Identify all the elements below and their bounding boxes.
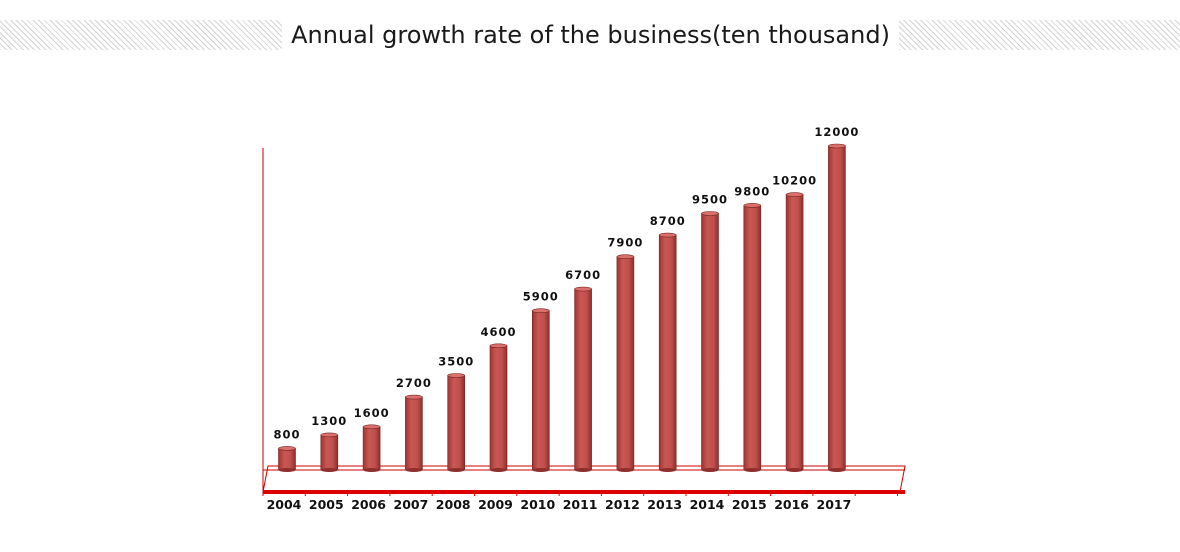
x-tick-label: 2017 (817, 497, 852, 512)
bar-top (743, 203, 762, 208)
x-tick-label: 2012 (605, 497, 640, 512)
data-label: 800 (273, 427, 300, 441)
bar-base (447, 468, 465, 472)
bar-body (785, 194, 804, 471)
data-label: 6700 (565, 268, 601, 282)
bar-body (278, 448, 296, 471)
data-label: 4600 (480, 325, 516, 339)
bar-top (531, 308, 550, 314)
bar (574, 286, 592, 472)
bar (828, 143, 846, 472)
bar-base (828, 468, 846, 472)
data-label: 1600 (354, 406, 390, 420)
bar (658, 232, 677, 472)
data-label: 5900 (523, 290, 559, 304)
x-tick-label: 2014 (690, 497, 725, 512)
bar-top (785, 192, 804, 197)
bar-top (658, 232, 677, 238)
bar-top (405, 394, 423, 400)
title-decoration-left (0, 20, 282, 50)
bar-base (743, 468, 761, 472)
bar-base (574, 468, 592, 472)
title-decoration-right (899, 20, 1180, 50)
data-label: 9500 (692, 193, 728, 207)
bar-base (363, 468, 381, 472)
bar-base (616, 468, 634, 472)
x-axis-line (263, 490, 905, 494)
bar-base (532, 468, 550, 472)
bar-top (616, 254, 635, 260)
bar-top (828, 143, 846, 149)
bar (531, 308, 550, 472)
bar-body (320, 434, 339, 471)
x-tick-label: 2008 (436, 497, 471, 512)
bar (743, 203, 762, 472)
bar-top (278, 446, 296, 451)
bar-body (828, 145, 846, 471)
bar (405, 394, 423, 472)
bar-base (405, 468, 423, 472)
bar (785, 192, 804, 472)
bar-body (362, 426, 381, 471)
data-label: 8700 (650, 214, 686, 228)
bar-body (574, 288, 592, 471)
bar-top (701, 211, 719, 216)
x-tick-label: 2016 (774, 497, 809, 512)
bar (362, 424, 381, 472)
bar-base (490, 468, 507, 472)
bar-body (489, 345, 508, 471)
bar (278, 446, 296, 472)
bar-top (320, 432, 339, 438)
bar (489, 343, 508, 472)
bar-top (447, 373, 466, 378)
bar-base (320, 468, 338, 472)
bar (447, 373, 466, 472)
x-tick-label: 2011 (563, 497, 598, 512)
data-label: 10200 (772, 174, 817, 188)
bar-base (701, 468, 719, 472)
bar-base (278, 468, 296, 472)
bar-body (701, 213, 719, 471)
x-tick-label: 2006 (351, 497, 386, 512)
bar-top (489, 343, 508, 349)
bar (616, 254, 635, 472)
data-label: 1300 (311, 414, 347, 428)
x-tick-label: 2015 (732, 497, 767, 512)
data-label: 3500 (438, 355, 474, 369)
bar-body (531, 310, 550, 471)
bar-top (574, 286, 592, 292)
bar (320, 432, 339, 472)
bar-base (659, 468, 677, 472)
bar-body (743, 205, 762, 471)
bar-body (405, 396, 423, 471)
x-tick-label: 2007 (394, 497, 429, 512)
bar-top (362, 424, 381, 430)
data-label: 9800 (734, 184, 770, 198)
x-tick-label: 2005 (309, 497, 344, 512)
x-tick-label: 2004 (267, 497, 302, 512)
bar-body (658, 234, 677, 471)
bar-body (616, 256, 635, 471)
bar-base (786, 468, 804, 472)
x-tick-label: 2009 (478, 497, 513, 512)
bar (701, 211, 719, 472)
chart-title: Annual growth rate of the business(ten t… (291, 21, 890, 49)
x-tick-label: 2010 (520, 497, 555, 512)
x-tick-label: 2013 (647, 497, 682, 512)
data-label: 2700 (396, 376, 432, 390)
data-label: 7900 (607, 236, 643, 250)
bar-body (447, 375, 466, 471)
data-label: 12000 (814, 125, 859, 139)
